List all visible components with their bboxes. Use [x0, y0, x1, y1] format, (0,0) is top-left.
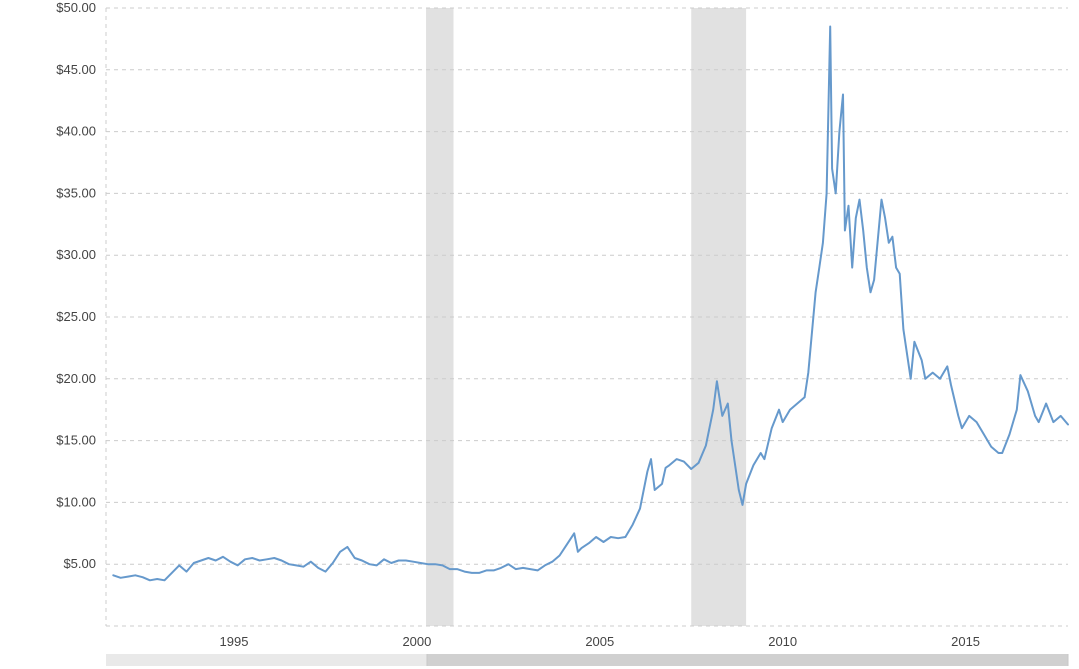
y-tick-label: $5.00 [63, 556, 96, 571]
price-chart[interactable]: $5.00 $10.00 $15.00 $20.00 $25.00 $30.00 $35.0… [0, 0, 1079, 669]
y-tick-label: $50.00 [56, 0, 96, 15]
x-tick-label: 2005 [585, 634, 614, 649]
y-tick-label: $40.00 [56, 124, 96, 139]
shaded-band [426, 8, 453, 626]
x-tick-label: 2010 [768, 634, 797, 649]
x-tick-label: 2000 [402, 634, 431, 649]
y-tick-label: $15.00 [56, 433, 96, 448]
y-tick-label: $20.00 [56, 371, 96, 386]
x-tick-label: 1995 [220, 634, 249, 649]
y-tick-label: $30.00 [56, 247, 96, 262]
chart-svg: $5.00 $10.00 $15.00 $20.00 $25.00 $30.00 $35.0… [0, 0, 1079, 669]
navigator-thumb[interactable] [427, 654, 1068, 666]
y-tick-label: $45.00 [56, 62, 96, 77]
x-tick-label: 2015 [951, 634, 980, 649]
y-tick-label: $35.00 [56, 185, 96, 200]
y-tick-label: $10.00 [56, 494, 96, 509]
y-tick-label: $25.00 [56, 309, 96, 324]
